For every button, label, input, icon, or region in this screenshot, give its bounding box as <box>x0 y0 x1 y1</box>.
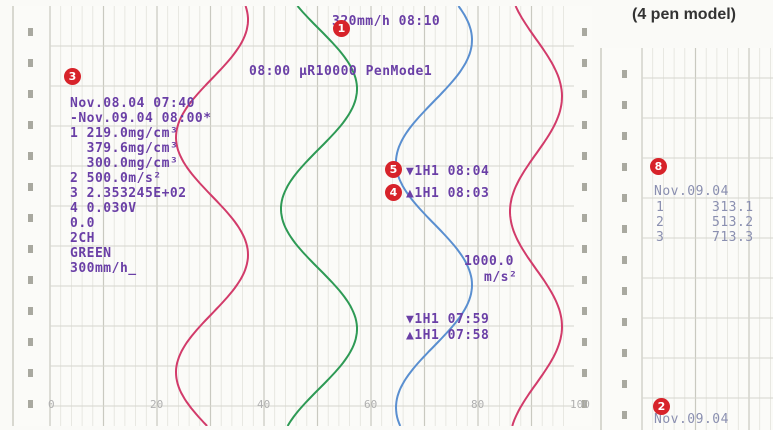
pen-trace-green <box>280 6 358 426</box>
sprocket-hole <box>582 338 587 346</box>
sprocket-hole <box>28 214 33 222</box>
sprocket-hole <box>622 318 627 326</box>
sprocket-hole <box>582 152 587 160</box>
sprocket-hole <box>582 214 587 222</box>
scale-label: 60 <box>364 398 378 411</box>
scale-label: 40 <box>257 398 271 411</box>
info-line: 3 2.353245E+02 <box>70 186 187 201</box>
sprocket-hole <box>622 225 627 233</box>
sprocket-hole <box>582 90 587 98</box>
marker-1: 1 <box>333 20 350 37</box>
info-line: -Nov.09.04 08:00* <box>70 111 212 126</box>
sprocket-hole <box>28 400 33 408</box>
marker-8: 8 <box>650 158 667 175</box>
sprocket-hole <box>622 287 627 295</box>
sprocket-hole <box>622 411 627 419</box>
scale-label: 20 <box>150 398 164 411</box>
sprocket-hole <box>582 59 587 67</box>
alarm-print: ▼1H1 08:04 <box>406 164 490 179</box>
marker-2: 2 <box>653 398 670 415</box>
chart2-grid <box>622 48 773 430</box>
sprocket-hole <box>582 276 587 284</box>
pen-mode-print: 08:00 μR10000 PenMode1 <box>249 64 433 79</box>
info-line: 300mm/h_ <box>70 261 137 276</box>
info-line: GREEN <box>70 246 112 261</box>
sprocket-hole <box>622 380 627 388</box>
sprocket-hole <box>582 121 587 129</box>
info-line: 0.0 <box>70 216 95 231</box>
right-unit-print: m/s² <box>484 270 518 285</box>
sprocket-hole <box>622 132 627 140</box>
sprocket-hole <box>582 307 587 315</box>
sprocket-hole <box>582 400 587 408</box>
sprocket-hole <box>28 369 33 377</box>
sprocket-hole <box>582 28 587 36</box>
panel2-row-num: 3 <box>656 230 665 245</box>
scale-label: 0 <box>48 398 55 411</box>
scale-label: 100 <box>570 398 590 411</box>
sprocket-hole <box>622 70 627 78</box>
sprocket-hole <box>582 245 587 253</box>
sprocket-hole <box>28 59 33 67</box>
sprocket-hole <box>28 28 33 36</box>
sprocket-hole <box>28 338 33 346</box>
info-line: 2 500.0m/s² <box>70 171 162 186</box>
pen-trace-blue <box>394 6 474 426</box>
sprocket-hole <box>622 256 627 264</box>
alarm-print: ▼1H1 07:59 <box>406 312 490 327</box>
alarm-print: ▲1H1 07:58 <box>406 328 490 343</box>
alarm-print: ▲1H1 08:03 <box>406 186 490 201</box>
marker-4: 4 <box>385 184 402 201</box>
info-line: 379.6mg/cm³ <box>70 141 179 156</box>
sprocket-hole <box>622 349 627 357</box>
panel2-row-value: 513.2 <box>712 215 754 230</box>
chart-grid <box>28 6 587 426</box>
panel2-row-num: 2 <box>656 215 665 230</box>
sprocket-hole <box>622 101 627 109</box>
sprocket-hole <box>28 183 33 191</box>
pen-trace-red <box>174 6 250 426</box>
sprocket-hole <box>28 245 33 253</box>
info-line: 2CH <box>70 231 95 246</box>
pen-trace-red-right <box>509 6 564 426</box>
marker-3: 3 <box>64 68 81 85</box>
sprocket-hole <box>622 163 627 171</box>
chart-paper-main: 320mm/h 08:10 08:00 μR10000 PenMode1 Nov… <box>12 6 592 426</box>
marker-5: 5 <box>385 161 402 178</box>
sprocket-hole <box>622 194 627 202</box>
sprocket-hole <box>582 369 587 377</box>
panel2-date: Nov.09.04 <box>654 184 729 199</box>
sprocket-hole <box>28 121 33 129</box>
info-line: Nov.08.04 07:40 <box>70 96 195 111</box>
info-line: 4 0.030V <box>70 201 137 216</box>
panel2-row-num: 1 <box>656 200 665 215</box>
scale-label: 80 <box>471 398 485 411</box>
chart-paper-secondary: Nov.09.04 1 313.1 2 513.2 3 713.3 Nov.09… <box>600 48 773 430</box>
panel2-bottom-date: Nov.09.04 <box>654 412 729 427</box>
info-line: 1 219.0mg/cm³ <box>70 126 179 141</box>
panel2-row-value: 713.3 <box>712 230 754 245</box>
sprocket-hole <box>28 276 33 284</box>
panel2-row-value: 313.1 <box>712 200 754 215</box>
sprocket-hole <box>582 183 587 191</box>
sprocket-hole <box>28 307 33 315</box>
info-line: 300.0mg/cm³ <box>70 156 179 171</box>
model-caption: (4 pen model) <box>632 6 737 23</box>
sprocket-hole <box>28 152 33 160</box>
right-value-print: 1000.0 <box>464 254 514 269</box>
sprocket-hole <box>28 90 33 98</box>
